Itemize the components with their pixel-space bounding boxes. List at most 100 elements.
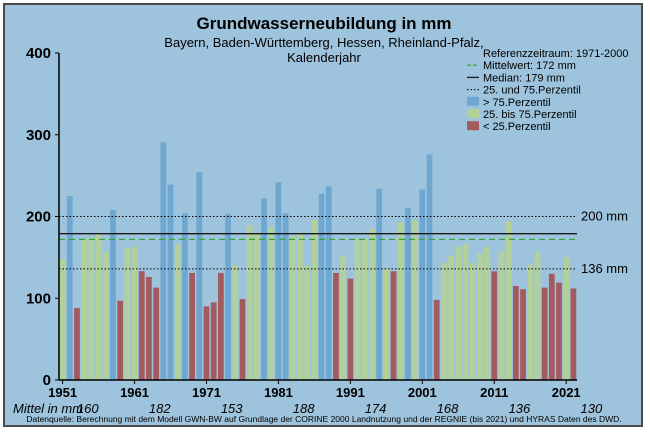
bar-year-1957	[102, 251, 109, 380]
bar-year-1985	[304, 265, 311, 380]
decade-mean-value: 168	[437, 401, 459, 416]
bar-year-2012	[498, 251, 505, 380]
bar-year-1989	[333, 272, 339, 380]
bar-year-1976	[239, 299, 246, 380]
bar-year-2009	[476, 253, 483, 380]
bar-year-2005	[448, 255, 454, 380]
bar-year-1974	[225, 214, 231, 380]
bar-year-1977	[246, 225, 253, 380]
bar-year-1956	[95, 234, 102, 380]
bar-year-1991	[347, 278, 354, 380]
bar-year-2011	[491, 271, 498, 380]
y-tick-label: 300	[26, 127, 51, 144]
legend-item-mean: Mittelwert: 172 mm	[483, 60, 576, 72]
decade-mean-value: 174	[365, 401, 387, 416]
bar-year-1998	[397, 222, 404, 380]
decade-mean-label: Mittel in mm	[13, 401, 83, 416]
bar-year-1990	[340, 255, 347, 380]
bar-year-1963	[146, 276, 152, 380]
x-tick-label: 1991	[336, 385, 365, 400]
bar-year-1961	[131, 246, 138, 380]
decade-mean-value: 188	[293, 401, 315, 416]
decade-mean-value: 153	[221, 401, 243, 416]
bar-year-2018	[541, 287, 548, 380]
chart-title: Grundwasserneubildung in mm	[196, 14, 451, 33]
y-tick-label: 200	[26, 209, 51, 226]
bar-year-1969	[189, 272, 195, 380]
x-tick-label: 1971	[192, 385, 221, 400]
bar-year-1955	[88, 236, 95, 380]
bar-year-1983	[289, 236, 296, 380]
bar-year-1959	[117, 300, 124, 380]
bar-year-2008	[469, 263, 476, 380]
legend-above75-swatch	[467, 96, 479, 106]
bar-year-2019	[548, 273, 555, 380]
bar-year-2010	[484, 246, 490, 380]
bar-year-2020	[556, 282, 562, 380]
x-tick-label: 2021	[552, 385, 581, 400]
bar-year-1978	[253, 232, 260, 380]
bar-year-1986	[311, 219, 318, 380]
bar-year-1997	[390, 271, 397, 380]
decade-mean-value: 130	[581, 401, 603, 416]
bar-year-1953	[74, 308, 80, 380]
bar-year-1992	[354, 239, 361, 380]
legend-item-pct: 25. und 75.Perzentil	[483, 85, 581, 97]
chart-subtitle-line2: Kalenderjahr	[287, 50, 361, 65]
legend-item-below25: < 25.Perzentil	[483, 121, 551, 133]
bar-year-2002	[426, 154, 433, 380]
bar-year-1993	[361, 238, 368, 380]
y-tick-label: 100	[26, 290, 51, 307]
p75-label: 200 mm	[581, 209, 628, 224]
chart-panel: Grundwasserneubildung in mm Bayern, Bade…	[3, 3, 643, 427]
bar-year-2006	[455, 246, 462, 380]
bar-year-1984	[297, 233, 303, 380]
bar-year-1962	[138, 271, 145, 380]
bar-year-1973	[217, 272, 224, 380]
bar-year-1999	[405, 208, 411, 380]
bar-year-1958	[110, 209, 116, 380]
x-tick-label: 1961	[120, 385, 149, 400]
data-source-note: Datenquelle: Berechnung mit dem Modell G…	[26, 414, 621, 424]
bar-year-1981	[275, 182, 282, 380]
bar-year-1971	[203, 306, 210, 380]
bar-year-1951	[59, 259, 66, 380]
bar-year-1966	[167, 184, 174, 380]
y-tick-label: 400	[26, 45, 51, 62]
bar-year-1960	[124, 247, 131, 380]
bar-year-1979	[261, 198, 267, 380]
bar-year-1952	[66, 196, 73, 380]
x-tick-label: 1981	[264, 385, 293, 400]
y-tick-label: 0	[43, 372, 51, 389]
bar-year-1954	[81, 239, 88, 380]
bar-year-1994	[369, 228, 375, 380]
bar-year-2016	[527, 264, 534, 380]
bar-year-1987	[318, 193, 325, 380]
bar-year-2007	[462, 244, 469, 380]
legend-item-p25to75: 25. bis 75.Perzentil	[483, 109, 577, 121]
bar-year-1982	[282, 213, 289, 380]
bar-year-1967	[174, 244, 181, 380]
bar-year-1968	[182, 213, 188, 380]
bar-year-1995	[376, 188, 383, 380]
bar-year-2017	[534, 251, 541, 380]
bar-year-2003	[433, 299, 440, 380]
groundwater-chart: Grundwasserneubildung in mm Bayern, Bade…	[13, 14, 629, 424]
x-tick-label: 2001	[408, 385, 437, 400]
legend-title: Referenzzeitraum: 1971-2000	[483, 48, 629, 60]
x-tick-label: 1951	[48, 385, 77, 400]
bar-year-1996	[383, 268, 390, 380]
bar-year-1964	[153, 287, 160, 380]
bar-year-2001	[419, 189, 426, 380]
legend-item-above75: > 75.Perzentil	[483, 97, 551, 109]
decade-mean-value: 136	[509, 401, 531, 416]
bar-year-2013	[505, 221, 512, 380]
p25-label: 136 mm	[581, 261, 628, 276]
bar-year-1972	[210, 302, 217, 380]
decade-mean-value: 160	[77, 401, 99, 416]
legend-p25to75-swatch	[467, 109, 479, 118]
bar-year-2000	[412, 219, 419, 380]
bar-year-2021	[563, 257, 570, 380]
bar-year-2022	[570, 288, 577, 380]
